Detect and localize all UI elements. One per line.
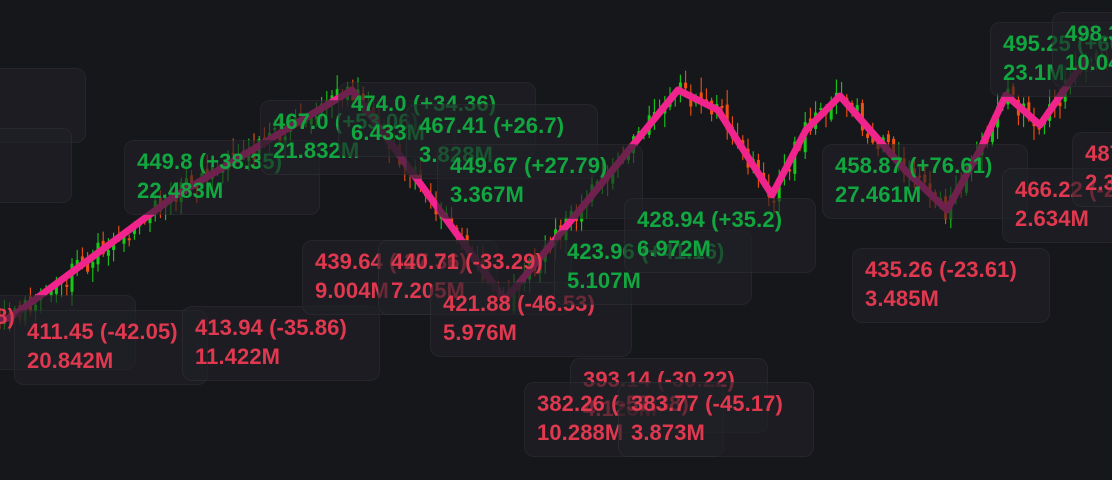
candle-body xyxy=(91,262,95,268)
pivot-label-price: 449.67 (+27.79) xyxy=(450,153,608,178)
pivot-label-volume: 19.284M xyxy=(0,165,59,194)
candle-body xyxy=(450,217,454,224)
pivot-label: 487.1 (-11.22) 2.31M xyxy=(1072,132,1112,208)
candle-body xyxy=(819,108,823,111)
candle-body xyxy=(132,227,136,235)
pivot-label-price: 404.18 (-54.18) xyxy=(0,304,15,329)
pivot-label-volume: 9.004M xyxy=(315,277,389,303)
pivot-label-price: 440.71 (-33.29) xyxy=(391,249,543,274)
pivot-label-price: 447.92 (+36.92) xyxy=(0,136,59,165)
pivot-label-price: 428.94 (+35.2) xyxy=(637,207,783,232)
pivot-label: 449.67 (+27.79) 3.367M xyxy=(437,144,643,220)
pivot-label-price: 458.87 (+76.61) xyxy=(835,153,993,178)
pivot-label-volume: 3.367M xyxy=(450,181,524,207)
pivot-label-volume: 6.972M xyxy=(637,235,711,261)
pivot-label-price: 383.77 (-45.17) xyxy=(631,391,783,416)
candle-body xyxy=(866,133,870,138)
candle-body xyxy=(990,127,994,143)
pivot-label: 435.26 (-23.61) 3.485M xyxy=(852,248,1050,324)
candle-body xyxy=(335,89,339,96)
pivot-label-price: 449.8 (+38.35) xyxy=(137,149,283,174)
pivot-label: 466.22 (-29.03)2.634M xyxy=(1002,168,1112,244)
candle-body xyxy=(54,286,58,294)
candle-body xyxy=(148,214,152,224)
pivot-label-price: 413.94 (-35.86) xyxy=(195,315,347,340)
pivot-label-volume: 20.842M xyxy=(27,347,114,373)
pivot-label-volume: 3.485M xyxy=(865,285,939,311)
candle-body xyxy=(127,238,131,241)
pivot-label-volume: 5.976M xyxy=(443,319,517,345)
candle-body xyxy=(49,289,53,296)
pivot-label-volume: 27.461M xyxy=(835,181,922,207)
candle-body xyxy=(855,105,859,112)
pivot-label-volume: 11.422M xyxy=(195,343,281,369)
candle-body xyxy=(684,82,688,89)
candle-body xyxy=(777,178,781,202)
candle-body xyxy=(678,82,682,91)
pivot-label-volume: 22.483M xyxy=(137,177,224,203)
pivot-label: 383.77 (-45.17) 3.873M xyxy=(618,382,814,458)
candle-body xyxy=(829,105,833,120)
candle-body xyxy=(886,134,890,143)
candle-body xyxy=(725,104,729,131)
candle-body xyxy=(788,169,792,172)
candle-body xyxy=(122,235,126,244)
candle-body xyxy=(720,105,724,108)
pivot-label: 411.45 (-42.05) 20.842M xyxy=(14,310,208,386)
pivot-label: 413.94 (-35.86) 11.422M xyxy=(182,306,380,382)
pivot-label-volume: 3.873M xyxy=(631,419,705,445)
candle-body xyxy=(80,256,84,262)
candle-body xyxy=(86,260,90,272)
candle-body xyxy=(65,284,69,287)
pivot-label: 498.32 (+52.11) 10.04M xyxy=(1052,12,1112,88)
pivot-label-volume: 2.634M xyxy=(1015,205,1089,231)
pivot-label-price: 498.32 (+52.11) xyxy=(1065,21,1112,46)
candle-body xyxy=(75,259,79,268)
candle-body xyxy=(106,250,110,256)
pivot-label-price: 435.26 (-23.61) xyxy=(865,257,1017,282)
candle-body xyxy=(699,92,703,100)
pivot-label: 447.92 (+36.92)19.284M xyxy=(0,128,72,204)
pivot-label: 458.87 (+76.61) 27.461M xyxy=(822,144,1028,220)
candle-body xyxy=(1058,102,1062,107)
pivot-label-volume: 10.04M xyxy=(1065,49,1112,75)
candle-body xyxy=(70,263,74,292)
pivot-label-price: 441.66 (+33.66) xyxy=(0,76,73,105)
pivot-label-volume: 10.288M xyxy=(537,419,624,445)
pivot-label-volume: 2.31M xyxy=(1085,169,1112,195)
pivot-label: 428.94 (+35.2) 6.972M xyxy=(624,198,816,274)
pivot-label-price: 411.45 (-42.05) xyxy=(27,319,178,344)
pivot-label-price: 467.41 (+26.7) xyxy=(419,113,565,138)
pivot-label-price: 487.1 (-11.22) xyxy=(1085,141,1112,166)
